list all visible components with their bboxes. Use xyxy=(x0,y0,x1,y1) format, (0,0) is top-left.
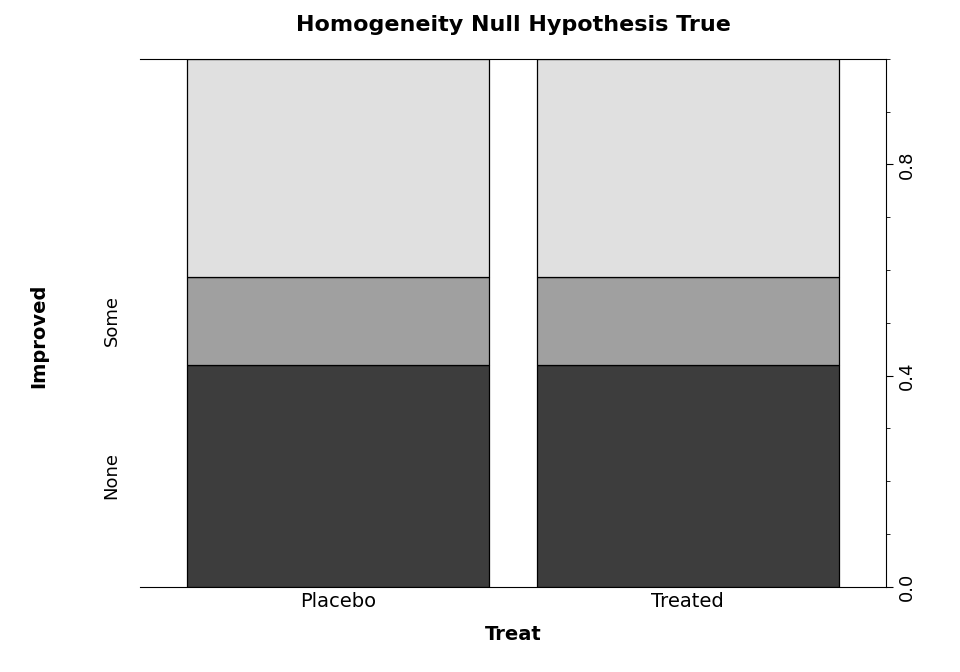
Bar xyxy=(187,58,490,277)
X-axis label: Treat: Treat xyxy=(485,624,541,644)
Text: None: None xyxy=(103,452,121,499)
Title: Homogeneity Null Hypothesis True: Homogeneity Null Hypothesis True xyxy=(296,15,731,35)
Text: Improved: Improved xyxy=(29,284,48,388)
Text: Some: Some xyxy=(103,296,121,347)
Bar xyxy=(537,365,839,587)
Bar xyxy=(187,277,490,365)
Bar xyxy=(187,365,490,587)
Bar xyxy=(537,58,839,277)
Bar xyxy=(537,277,839,365)
